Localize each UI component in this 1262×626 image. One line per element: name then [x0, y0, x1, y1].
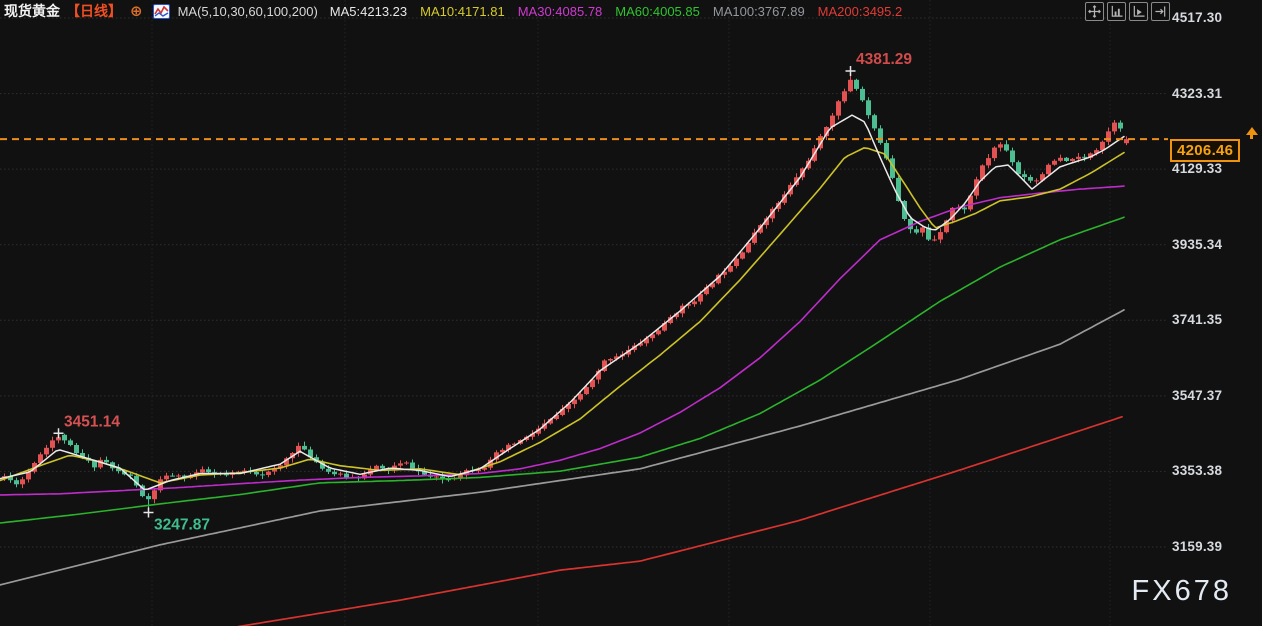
crosshair-move-icon[interactable]: [1085, 2, 1104, 21]
watermark: FX678: [1131, 575, 1232, 607]
ma-settings-label: MA(5,10,30,60,100,200): [177, 3, 318, 19]
y-axis-label: 3159.39: [1172, 539, 1223, 554]
ma60-value-label: MA60:4005.85: [615, 3, 700, 19]
svg-text:4381.29: 4381.29: [856, 51, 912, 68]
svg-text:3451.14: 3451.14: [64, 413, 120, 430]
y-axis-scale-icon[interactable]: [1107, 2, 1126, 21]
svg-text:3247.87: 3247.87: [154, 517, 210, 534]
ma200-value-label: MA200:3495.2: [817, 3, 903, 19]
ma30-value-label: MA30:4085.78: [517, 3, 603, 19]
x-axis-scale-icon[interactable]: [1129, 2, 1148, 21]
y-axis-label: 4517.30: [1172, 10, 1223, 25]
y-axis-label: 3935.34: [1172, 237, 1223, 252]
ma100-value-label: MA100:3767.89: [712, 3, 805, 19]
ma10-value-label: MA10:4171.81: [420, 3, 505, 19]
y-axis-label: 3741.35: [1172, 312, 1223, 327]
symbol-name: 现货黄金: [4, 3, 60, 19]
current-price-tag: 4206.46: [1170, 139, 1241, 162]
y-axis-label: 4129.33: [1172, 161, 1223, 176]
latest-price-arrow-stem: [1250, 135, 1253, 139]
y-axis-label: 4323.31: [1172, 86, 1223, 101]
latest-price-arrow-icon[interactable]: [1246, 127, 1258, 135]
add-indicator-icon[interactable]: ⊕: [130, 3, 143, 20]
chart-toolbar: [1085, 2, 1170, 21]
y-axis-label: 3353.38: [1172, 463, 1223, 478]
chart-type-icon[interactable]: [152, 3, 170, 19]
pane-expand-icon[interactable]: [1151, 2, 1170, 21]
chart-header: 现货黄金 【日线】 ⊕ MA(5,10,30,60,100,200) MA5:4…: [4, 2, 915, 20]
y-axis-label: 3547.37: [1172, 388, 1223, 403]
timeframe-label: 【日线】: [66, 3, 122, 19]
ma5-value-label: MA5:4213.23: [329, 3, 408, 19]
